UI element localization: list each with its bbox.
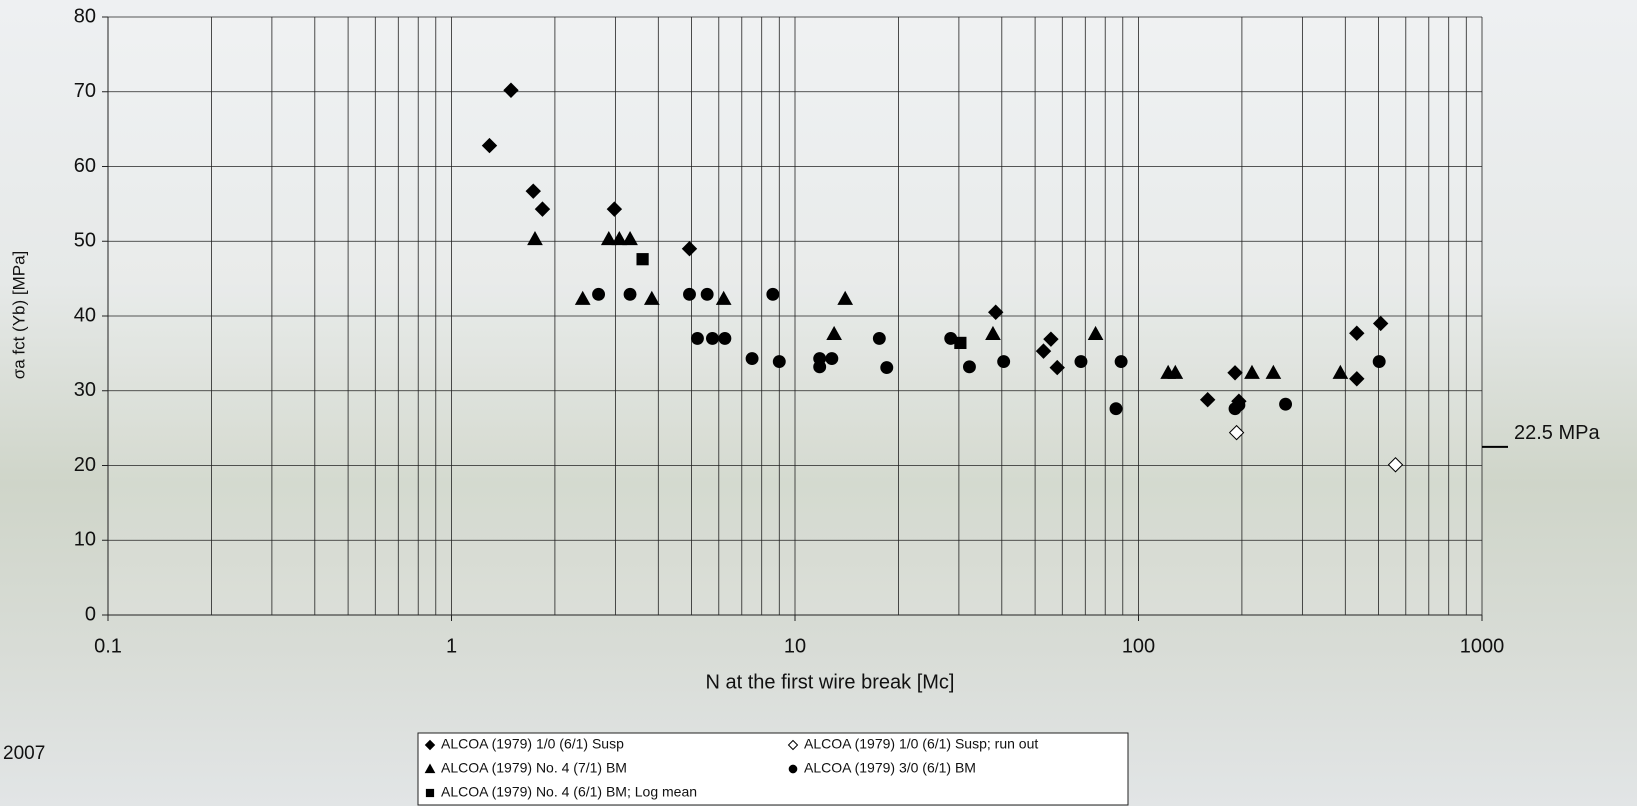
data-point [1109, 402, 1123, 416]
data-point [1035, 343, 1052, 359]
x-tick-label: 1000 [1460, 635, 1505, 657]
data-point [1279, 397, 1293, 411]
y-tick-label: 20 [74, 454, 96, 476]
data-point [1114, 355, 1128, 369]
data-point [592, 287, 606, 301]
data-point [574, 290, 591, 305]
data-point [643, 290, 660, 305]
data-point [1043, 331, 1059, 347]
y-tick-label: 30 [74, 379, 96, 401]
x-tick-label: 1 [446, 635, 457, 657]
data-point [837, 290, 854, 305]
legend [417, 732, 1129, 806]
data-point [772, 355, 786, 369]
data-point [872, 331, 886, 345]
data-point [1387, 457, 1404, 473]
data-point [700, 287, 714, 301]
data-point [681, 241, 698, 257]
y-tick-label: 50 [74, 230, 96, 252]
data-point [503, 82, 519, 98]
legend-label: ALCOA (1979) No. 4 (7/1) BM [441, 760, 627, 776]
data-point [880, 361, 894, 375]
y-tick-label: 10 [74, 529, 96, 551]
data-point [622, 230, 638, 246]
y-tick-label: 60 [74, 155, 96, 177]
x-tick-label: 0.1 [94, 635, 122, 657]
data-point [1087, 325, 1104, 341]
data-point [481, 137, 498, 154]
data-point [1228, 424, 1245, 441]
data-point [690, 331, 704, 345]
legend-label: ALCOA (1979) 1/0 (6/1) Susp [441, 736, 624, 752]
data-point [600, 230, 617, 246]
data-point [1227, 365, 1243, 381]
data-point [1244, 364, 1260, 379]
data-point [985, 325, 1001, 341]
legend-label: ALCOA (1979) 3/0 (6/1) BM [804, 760, 976, 776]
data-point [606, 201, 623, 217]
footnote: 2007 [3, 743, 45, 764]
legend-marker [787, 739, 799, 751]
data-point [1349, 371, 1365, 387]
data-point [988, 304, 1004, 320]
legend-marker [424, 763, 436, 774]
data-point [1049, 359, 1065, 376]
data-point [623, 287, 637, 301]
x-axis-title: N at the first wire break [Mc] [706, 671, 955, 693]
data-point [1372, 355, 1386, 369]
y-tick-label: 40 [74, 304, 96, 326]
legend-label: ALCOA (1979) No. 4 (6/1) BM; Log mean [441, 784, 697, 800]
data-point [1199, 392, 1216, 408]
data-point [1074, 355, 1088, 369]
data-point [745, 352, 759, 366]
data-point [534, 201, 551, 217]
data-point [1372, 315, 1389, 332]
data-point [611, 230, 628, 246]
data-point [683, 287, 696, 301]
legend-marker [425, 788, 435, 798]
data-point [1167, 364, 1184, 379]
data-point [1265, 364, 1282, 379]
data-point [636, 253, 649, 266]
data-point [766, 287, 780, 301]
legend-marker [788, 764, 798, 774]
data-point [1332, 364, 1349, 379]
data-point [715, 290, 732, 305]
x-tick-label: 10 [784, 635, 806, 657]
x-tick-label: 100 [1122, 635, 1155, 657]
data-point [1232, 398, 1246, 412]
data-point [705, 331, 719, 345]
y-axis-title: σa fct (Yb) [MPa] [9, 251, 28, 380]
legend-marker [424, 739, 436, 751]
data-point [813, 360, 827, 374]
data-point [962, 360, 976, 374]
data-point [826, 325, 842, 341]
data-point [954, 336, 967, 350]
data-point [527, 230, 543, 246]
y-tick-label: 70 [74, 80, 96, 102]
y-tick-label: 80 [74, 5, 96, 27]
data-point [825, 352, 839, 366]
data-point [1349, 325, 1365, 341]
plot-area [102, 16, 1483, 621]
data-point [718, 331, 732, 345]
y-tick-label: 0 [85, 603, 96, 625]
legend-label: ALCOA (1979) 1/0 (6/1) Susp; run out [804, 736, 1038, 752]
data-point [525, 183, 541, 199]
data-point [997, 355, 1011, 369]
annotation: 22.5 MPa [1514, 422, 1600, 444]
